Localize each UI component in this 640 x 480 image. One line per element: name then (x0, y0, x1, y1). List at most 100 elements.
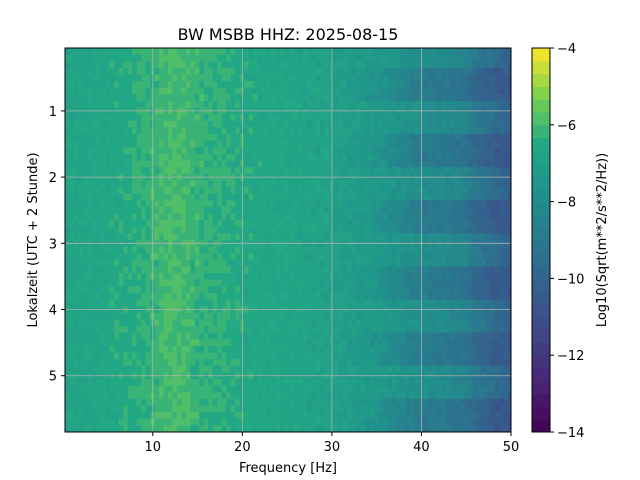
heatmap-cell (270, 193, 277, 201)
heatmap-cell (244, 120, 250, 129)
heatmap-cell (311, 339, 317, 347)
heatmap-cell (221, 352, 227, 360)
heatmap-cell (423, 319, 429, 327)
heatmap-cell (369, 167, 375, 175)
heatmap-cell (476, 48, 483, 56)
heatmap-cell (136, 134, 142, 142)
heatmap-cell (405, 226, 411, 234)
heatmap-cell (167, 206, 174, 215)
heatmap-cell (118, 74, 124, 82)
heatmap-cell (400, 127, 406, 135)
heatmap-cell (499, 167, 505, 175)
heatmap-cell (87, 279, 93, 287)
heatmap-cell (199, 266, 205, 274)
heatmap-cell (342, 345, 348, 354)
heatmap-cell (454, 352, 460, 360)
heatmap-cell (127, 94, 133, 102)
heatmap-cell (257, 299, 263, 307)
heatmap-cell (248, 206, 254, 215)
heatmap-cell (391, 246, 397, 254)
heatmap-cell (167, 87, 174, 95)
heatmap-cell (248, 147, 254, 155)
heatmap-cell (176, 345, 183, 354)
heatmap-cell (454, 167, 460, 175)
heatmap-cell (127, 220, 133, 228)
heatmap-cell (396, 100, 402, 109)
heatmap-cell (459, 253, 465, 261)
heatmap-cell (405, 127, 411, 135)
heatmap-cell (342, 94, 348, 102)
heatmap-cell (127, 213, 133, 221)
heatmap-cell (338, 233, 344, 241)
heatmap-cell (154, 206, 160, 215)
heatmap-cell (266, 339, 272, 347)
heatmap-cell (342, 200, 348, 208)
heatmap-cell (499, 61, 505, 69)
heatmap-cell (347, 74, 353, 82)
heatmap-cell (185, 67, 191, 76)
heatmap-cell (279, 279, 286, 287)
heatmap-cell (365, 200, 371, 208)
heatmap-cell (324, 213, 330, 221)
heatmap-cell (423, 147, 429, 155)
heatmap-cell (414, 253, 420, 261)
heatmap-cell (382, 286, 389, 294)
heatmap-cell (306, 206, 312, 215)
heatmap-cell (284, 48, 290, 56)
heatmap-cell (203, 167, 209, 175)
heatmap-cell (190, 286, 196, 294)
heatmap-cell (109, 279, 115, 287)
heatmap-cell (73, 153, 80, 162)
heatmap-cell (217, 279, 223, 287)
heatmap-cell (454, 286, 460, 294)
heatmap-cell (427, 345, 433, 354)
heatmap-cell (78, 147, 84, 155)
heatmap-cell (226, 220, 232, 228)
heatmap-cell (503, 292, 509, 301)
heatmap-cell (396, 74, 402, 82)
heatmap-cell (87, 206, 93, 215)
heatmap-cell (270, 160, 277, 168)
heatmap-cell (405, 94, 411, 102)
heatmap-cell (194, 54, 200, 62)
heatmap-cell (172, 140, 178, 148)
heatmap-cell (275, 292, 281, 301)
heatmap-cell (485, 206, 491, 215)
heatmap-cell (226, 226, 232, 234)
heatmap-cell (396, 213, 402, 221)
heatmap-cell (382, 160, 389, 168)
heatmap-cell (266, 226, 272, 234)
heatmap-cell (257, 319, 263, 327)
heatmap-cell (257, 187, 263, 195)
heatmap-cell (414, 114, 420, 122)
heatmap-cell (270, 61, 277, 69)
heatmap-cell (360, 160, 366, 168)
heatmap-cell (190, 153, 196, 162)
heatmap-cell (176, 180, 183, 188)
heatmap-cell (212, 134, 218, 142)
heatmap-cell (373, 94, 380, 102)
heatmap-cell (427, 187, 433, 195)
heatmap-cell (145, 286, 151, 294)
heatmap-cell (284, 246, 290, 254)
heatmap-cell (69, 74, 75, 82)
heatmap-cell (481, 200, 487, 208)
heatmap-cell (235, 292, 241, 301)
heatmap-cell (320, 200, 326, 208)
heatmap-cell (503, 253, 509, 261)
heatmap-cell (105, 74, 111, 82)
heatmap-cell (494, 312, 500, 321)
heatmap-cell (73, 67, 80, 76)
heatmap-cell (141, 180, 147, 188)
heatmap-cell (100, 259, 106, 268)
heatmap-cell (356, 279, 362, 287)
heatmap-cell (302, 345, 308, 354)
heatmap-cell (463, 180, 469, 188)
heatmap-cell (105, 345, 111, 354)
heatmap-cell (333, 213, 339, 221)
heatmap-cell (100, 365, 106, 374)
heatmap-cell (409, 352, 415, 360)
heatmap-cell (73, 147, 80, 155)
heatmap-cell (270, 266, 277, 274)
heatmap-cell (459, 114, 465, 122)
